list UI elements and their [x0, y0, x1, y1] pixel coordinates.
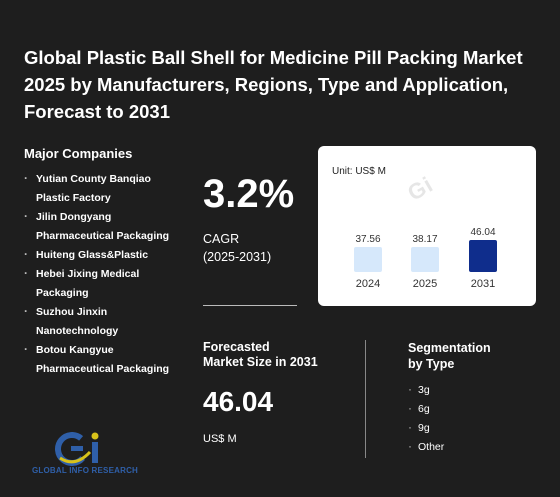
- bar-chart-svg: 37.56 2024 38.17 2025 46.04 2031: [354, 227, 497, 290]
- logo-icon: [55, 432, 99, 466]
- divider-vertical: [365, 340, 366, 458]
- segment-item: 9g: [408, 418, 444, 438]
- global-info-research-logo: GLOBAL INFO RESEARCH: [20, 432, 150, 480]
- segment-item: 6g: [408, 399, 444, 419]
- category-label: 2031: [471, 278, 495, 290]
- bar-value-label: 46.04: [470, 227, 495, 238]
- cagr-label-line1: CAGR: [203, 232, 240, 246]
- company-item: Huiteng Glass&Plastic: [24, 245, 184, 265]
- bar-2025: [411, 247, 439, 272]
- company-item: Botou Kangyue Pharmaceutical Packaging: [24, 340, 184, 379]
- bar-2031: [469, 240, 497, 272]
- market-size-chart: Gi Unit: US$ M 37.56 2024 38.17 2025 46.04 20…: [318, 146, 536, 306]
- companies-list: Yutian County Banqiao Plastic Factory Ji…: [24, 169, 184, 379]
- category-label: 2024: [356, 278, 380, 290]
- segment-item: Other: [408, 437, 444, 457]
- forecast-label-line2: Market Size in 2031: [203, 355, 318, 369]
- forecast-value: 46.04: [203, 386, 274, 417]
- forecast-label: Forecasted Market Size in 2031: [203, 340, 353, 370]
- category-label: 2025: [413, 278, 437, 290]
- forecast-unit: US$ M: [203, 433, 237, 445]
- bar-value-label: 38.17: [412, 234, 437, 245]
- segmentation-heading-line2: by Type: [408, 357, 455, 371]
- segmentation-list: 3g 6g 9g Other: [408, 380, 444, 457]
- cagr-label: CAGR (2025-2031): [203, 230, 313, 266]
- company-item: Hebei Jixing Medical Packaging: [24, 264, 184, 303]
- segment-item: 3g: [408, 380, 444, 400]
- company-item: Yutian County Banqiao Plastic Factory: [24, 169, 184, 208]
- bar-value-label: 37.56: [355, 234, 380, 245]
- page-title: Global Plastic Ball Shell for Medicine P…: [24, 47, 523, 122]
- cagr-value: 3.2%: [203, 172, 295, 216]
- bar-2024: [354, 247, 382, 272]
- segmentation-heading: Segmentation by Type: [408, 340, 528, 372]
- company-item: Suzhou Jinxin Nanotechnology: [24, 302, 184, 341]
- company-item: Jilin Dongyang Pharmaceutical Packaging: [24, 207, 184, 246]
- divider-horizontal: [203, 305, 297, 306]
- segmentation-heading-line1: Segmentation: [408, 341, 491, 355]
- forecast-label-line1: Forecasted: [203, 340, 270, 354]
- logo-text: GLOBAL INFO RESEARCH: [31, 466, 139, 475]
- chart-unit-label: Unit: US$ M: [332, 166, 386, 177]
- cagr-label-line2: (2025-2031): [203, 250, 272, 264]
- companies-heading: Major Companies: [24, 146, 133, 161]
